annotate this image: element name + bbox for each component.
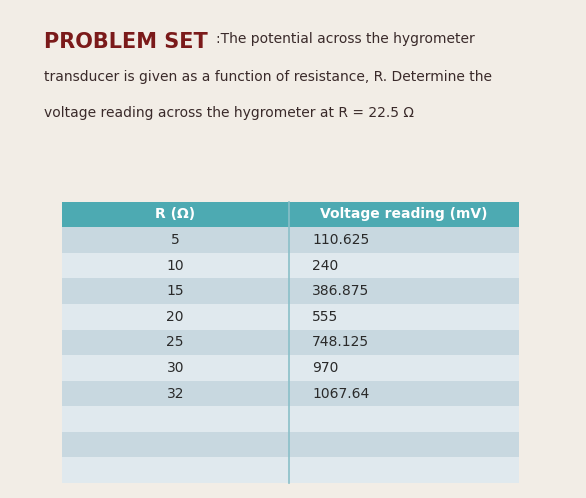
FancyBboxPatch shape — [62, 432, 289, 458]
Text: voltage reading across the hygrometer at R = 22.5 Ω: voltage reading across the hygrometer at… — [44, 106, 414, 120]
FancyBboxPatch shape — [62, 278, 289, 304]
FancyBboxPatch shape — [62, 381, 289, 406]
FancyBboxPatch shape — [62, 227, 289, 253]
FancyBboxPatch shape — [62, 304, 289, 330]
Text: 240: 240 — [312, 258, 339, 272]
FancyBboxPatch shape — [62, 406, 289, 432]
Text: :The potential across the hygrometer: :The potential across the hygrometer — [216, 32, 475, 46]
Text: 25: 25 — [166, 335, 184, 350]
FancyBboxPatch shape — [62, 253, 289, 278]
FancyBboxPatch shape — [62, 355, 289, 381]
FancyBboxPatch shape — [289, 432, 519, 458]
Text: PROBLEM SET: PROBLEM SET — [44, 32, 207, 52]
FancyBboxPatch shape — [289, 227, 519, 253]
FancyBboxPatch shape — [289, 253, 519, 278]
FancyBboxPatch shape — [289, 406, 519, 432]
FancyBboxPatch shape — [62, 202, 289, 227]
FancyBboxPatch shape — [289, 304, 519, 330]
Text: 748.125: 748.125 — [312, 335, 369, 350]
FancyBboxPatch shape — [289, 458, 519, 483]
Text: transducer is given as a function of resistance, R. Determine the: transducer is given as a function of res… — [44, 70, 492, 84]
Text: 20: 20 — [166, 310, 184, 324]
FancyBboxPatch shape — [62, 458, 289, 483]
Text: 110.625: 110.625 — [312, 233, 370, 247]
Text: 970: 970 — [312, 361, 339, 375]
Text: 30: 30 — [166, 361, 184, 375]
Text: Voltage reading (mV): Voltage reading (mV) — [320, 208, 488, 222]
Text: 10: 10 — [166, 258, 184, 272]
FancyBboxPatch shape — [289, 278, 519, 304]
Text: 386.875: 386.875 — [312, 284, 370, 298]
FancyBboxPatch shape — [289, 202, 519, 227]
FancyBboxPatch shape — [62, 330, 289, 355]
FancyBboxPatch shape — [289, 381, 519, 406]
Text: 5: 5 — [171, 233, 179, 247]
Text: R (Ω): R (Ω) — [155, 208, 195, 222]
Text: 1067.64: 1067.64 — [312, 386, 370, 400]
FancyBboxPatch shape — [289, 355, 519, 381]
FancyBboxPatch shape — [289, 330, 519, 355]
Text: 555: 555 — [312, 310, 339, 324]
Text: 32: 32 — [166, 386, 184, 400]
Text: 15: 15 — [166, 284, 184, 298]
